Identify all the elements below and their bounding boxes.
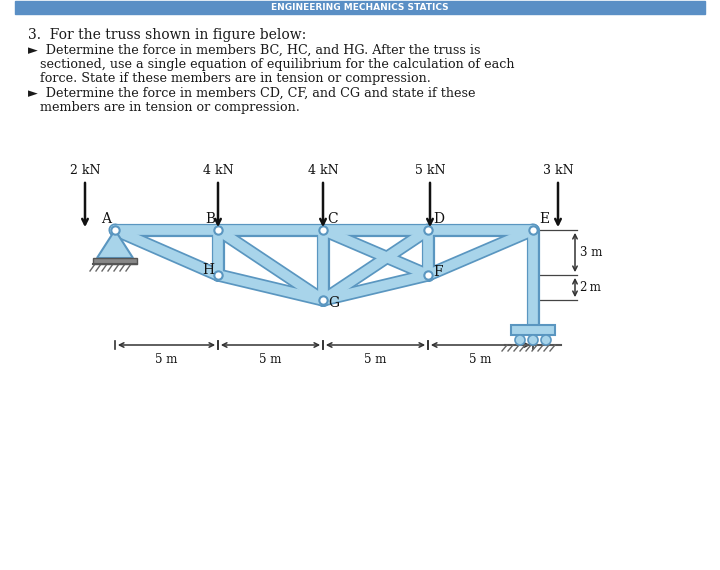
Text: 5 m: 5 m (469, 353, 492, 366)
Bar (511, 325, 555, 335)
Text: force. State if these members are in tension or compression.: force. State if these members are in ten… (40, 72, 431, 85)
Text: 2 m: 2 m (580, 281, 601, 294)
Text: F: F (433, 265, 443, 279)
Text: 2 kN: 2 kN (70, 164, 100, 177)
Text: D: D (433, 212, 444, 226)
Text: 3 kN: 3 kN (543, 164, 573, 177)
Text: members are in tension or compression.: members are in tension or compression. (40, 101, 300, 114)
Text: 4 kN: 4 kN (203, 164, 233, 177)
Circle shape (541, 335, 551, 345)
Text: sectioned, use a single equation of equilibrium for the calculation of each: sectioned, use a single equation of equi… (40, 58, 515, 71)
Bar (93, 258, 137, 264)
Polygon shape (97, 230, 133, 258)
Text: ENGINEERING MECHANICS STATICS: ENGINEERING MECHANICS STATICS (271, 3, 449, 12)
Text: C: C (327, 212, 338, 226)
Circle shape (528, 335, 538, 345)
Text: 4 kN: 4 kN (307, 164, 338, 177)
Text: E: E (539, 212, 549, 226)
Text: ►  Determine the force in members BC, HC, and HG. After the truss is: ► Determine the force in members BC, HC,… (28, 44, 480, 57)
Text: G: G (328, 296, 339, 310)
Text: 5 kN: 5 kN (415, 164, 445, 177)
Text: B: B (205, 212, 215, 226)
Text: 5 m: 5 m (364, 353, 387, 366)
Text: 5 m: 5 m (259, 353, 282, 366)
Bar (15, 1, 705, 14)
Text: A: A (101, 212, 111, 226)
Circle shape (515, 335, 525, 345)
Text: H: H (202, 263, 214, 277)
Text: 3.  For the truss shown in figure below:: 3. For the truss shown in figure below: (28, 28, 306, 42)
Text: 5 m: 5 m (156, 353, 178, 366)
Text: ►  Determine the force in members CD, CF, and CG and state if these: ► Determine the force in members CD, CF,… (28, 87, 475, 100)
Text: 3 m: 3 m (580, 246, 603, 259)
